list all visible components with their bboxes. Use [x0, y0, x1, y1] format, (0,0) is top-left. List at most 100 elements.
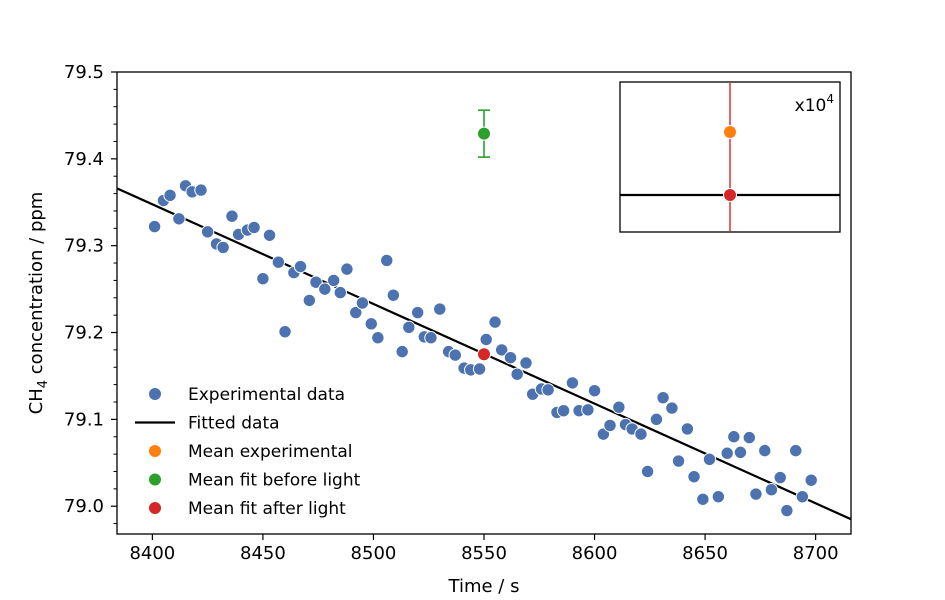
experimental-data-point	[565, 376, 580, 390]
experimental-data-point	[355, 296, 370, 310]
experimental-data-point	[556, 403, 571, 418]
experimental-data-point	[200, 225, 215, 239]
mean-fit-after-light-point	[477, 347, 491, 362]
experimental-data-point	[804, 473, 818, 487]
experimental-data-point	[680, 422, 695, 436]
main-plot-area: 8400 8450 8500 8550 8600 8650 8700 79.0 79.1 79.2…	[64, 62, 852, 564]
inset-scale-label: x104	[795, 92, 834, 116]
experimental-data-point	[764, 483, 779, 497]
legend-label: Mean fit before light	[188, 471, 361, 491]
legend-marker-dot	[148, 501, 162, 515]
experimental-data-point	[733, 445, 748, 460]
experimental-data-point	[278, 324, 292, 339]
y-tick-label: 79.4	[64, 149, 104, 170]
experimental-data-point	[640, 464, 655, 479]
legend-marker-dot	[148, 472, 162, 487]
experimental-data-point	[433, 302, 447, 316]
experimental-data-point	[479, 332, 493, 347]
experimental-data-point	[510, 367, 524, 381]
experimental-data-point	[587, 384, 602, 398]
experimental-data-point	[634, 427, 648, 441]
experimental-data-point	[340, 262, 354, 276]
experimental-data-point	[727, 430, 741, 444]
y-axis-label-suffix: concentration / ppm	[26, 192, 47, 380]
experimental-data-point	[349, 305, 363, 320]
experimental-data-point	[395, 344, 409, 359]
y-tick-label: 79.5	[64, 62, 104, 83]
experimental-data-point	[380, 253, 394, 268]
experimental-data-point	[742, 430, 757, 445]
legend-label: Experimental data	[188, 385, 345, 405]
experimental-data-point	[656, 390, 670, 405]
legend-label: Mean experimental	[188, 442, 353, 462]
y-axis-label-subscript: 4	[36, 380, 51, 388]
experimental-data-point	[293, 259, 308, 274]
inset-scale-label-base: x10	[795, 96, 827, 116]
experimental-data-point	[612, 400, 626, 414]
experimental-data-point	[309, 275, 323, 289]
experimental-data-point	[326, 273, 341, 288]
experimental-data-point	[581, 403, 595, 417]
y-tick-label: 79.2	[64, 323, 104, 344]
experimental-data-point	[448, 348, 462, 362]
experimental-data-point	[472, 362, 487, 376]
y-tick-label: 79.3	[64, 236, 104, 257]
experimental-data-point	[711, 489, 726, 504]
experimental-data-point	[720, 446, 734, 460]
experimental-data-point	[410, 305, 425, 320]
experimental-data-point	[702, 452, 717, 467]
experimental-data-point	[503, 351, 518, 365]
x-tick-label: 8700	[793, 543, 839, 564]
experimental-data-point	[696, 492, 710, 506]
experimental-data-point	[773, 470, 787, 485]
experimental-data-point	[758, 443, 772, 458]
inset-mean-fit-after-point	[723, 188, 737, 202]
experimental-data-point	[386, 288, 401, 302]
experimental-data-point	[649, 412, 664, 427]
experimental-data-point	[302, 293, 317, 308]
experimental-data-point	[780, 503, 794, 518]
x-tick-label: 8450	[240, 543, 286, 564]
experimental-data-point	[163, 188, 177, 203]
legend-marker-dot	[148, 444, 162, 458]
experimental-data-point	[795, 489, 810, 504]
experimental-data-point	[262, 228, 277, 242]
legend-label: Fitted data	[188, 414, 280, 434]
experimental-data-point	[424, 331, 438, 345]
experimental-data-point	[541, 383, 555, 397]
experimental-data-point	[271, 255, 286, 269]
legend: Experimental data Fitted data Mean experim…	[135, 385, 361, 519]
y-axis-label: CH4 concentration / ppm	[26, 192, 51, 415]
y-tick-label: 79.0	[64, 496, 104, 517]
x-tick-label: 8500	[351, 543, 397, 564]
experimental-data-point	[687, 469, 701, 484]
experimental-data-point	[247, 220, 261, 235]
experimental-data-point	[364, 317, 378, 331]
experimental-data-point	[147, 219, 162, 234]
x-axis-label: Time / s	[448, 576, 520, 597]
experimental-data-point	[216, 240, 230, 255]
y-tick-label: 79.1	[64, 409, 104, 430]
experimental-data-point	[749, 487, 763, 501]
experimental-data-point	[671, 454, 686, 468]
experimental-data-point	[402, 320, 416, 335]
experimental-data-point	[371, 331, 385, 345]
experimental-data-point	[488, 315, 502, 329]
experimental-data-point	[789, 443, 803, 458]
experimental-data-point	[333, 285, 347, 300]
inset-zoom-panel: x104	[619, 81, 841, 233]
legend-marker-dot	[148, 387, 162, 401]
experimental-data-point	[603, 418, 617, 433]
experimental-data-point	[194, 183, 208, 197]
legend-label: Mean fit after light	[188, 499, 346, 519]
inset-mean-experimental-point	[723, 125, 737, 139]
experimental-data-point	[172, 212, 186, 226]
experimental-data-point	[256, 271, 270, 286]
inset-scale-label-exponent: 4	[826, 92, 834, 106]
y-axis-label-prefix: CH	[26, 388, 47, 414]
mean-fit-before-light-point	[477, 126, 491, 141]
experimental-data-point	[318, 282, 332, 296]
x-tick-label: 8550	[461, 543, 507, 564]
